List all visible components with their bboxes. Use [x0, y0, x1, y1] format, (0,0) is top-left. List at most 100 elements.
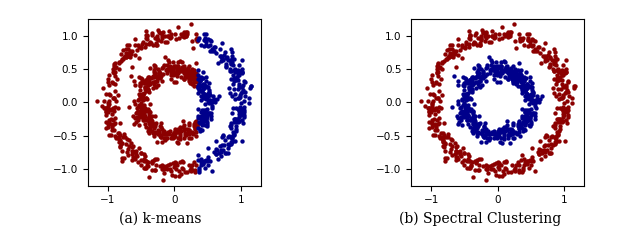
Point [427, 101, 437, 105]
Point [470, 161, 481, 165]
Point [510, 73, 520, 77]
Point [514, 128, 524, 131]
Point [214, 94, 224, 98]
Point [170, 174, 180, 178]
Point [513, 68, 523, 72]
Point [243, 101, 253, 104]
Point [237, 139, 247, 143]
Point [168, 60, 178, 64]
Point [562, 88, 572, 92]
Point [159, 132, 169, 136]
Point [100, 106, 110, 110]
Point [556, 96, 566, 99]
Point [239, 114, 249, 117]
Point [520, 121, 531, 125]
Point [447, 144, 458, 148]
Point [233, 107, 243, 111]
Point [440, 159, 451, 162]
Point [557, 112, 568, 115]
Point [431, 80, 441, 84]
Point [186, 22, 196, 26]
Point [550, 111, 561, 115]
Point [198, 119, 209, 123]
Point [231, 69, 241, 73]
Point [110, 105, 120, 109]
Point [125, 49, 136, 53]
Point [505, 141, 515, 144]
Point [127, 50, 138, 53]
Point [520, 89, 531, 93]
Point [161, 164, 171, 168]
Point [137, 107, 147, 111]
Point [492, 66, 502, 70]
Point [489, 67, 499, 71]
Point [237, 90, 248, 94]
Point [552, 134, 562, 137]
Point [143, 90, 154, 94]
Point [463, 85, 474, 89]
Point [473, 168, 483, 172]
Point [138, 79, 148, 83]
Point [119, 132, 129, 136]
Point [217, 135, 227, 139]
Point [118, 57, 128, 61]
Point [230, 97, 240, 101]
Point [554, 69, 564, 73]
Point [189, 124, 200, 128]
Point [522, 112, 532, 115]
Point [206, 111, 216, 115]
Point [176, 129, 186, 132]
Point [545, 62, 555, 66]
Point [467, 117, 477, 120]
Point [154, 134, 164, 138]
Point [534, 153, 544, 156]
Point [460, 45, 470, 49]
Point [554, 92, 564, 96]
Point [472, 43, 482, 46]
Point [526, 100, 536, 104]
Point [118, 156, 129, 160]
Point [448, 56, 458, 60]
Point [147, 161, 157, 165]
Point [195, 168, 205, 171]
Point [166, 35, 176, 39]
Point [522, 93, 532, 96]
Point [549, 69, 559, 73]
Point [127, 158, 137, 162]
Point [173, 64, 183, 68]
Point [116, 149, 127, 153]
Point [552, 76, 563, 79]
Point [102, 108, 113, 112]
Point [473, 80, 483, 84]
Point [181, 34, 191, 38]
Point [184, 77, 194, 81]
Point [495, 80, 505, 84]
Point [472, 82, 483, 86]
Point [104, 121, 114, 125]
Point [145, 127, 156, 131]
Point [531, 106, 541, 110]
Point [211, 51, 221, 55]
Point [202, 107, 212, 111]
Point [493, 131, 503, 134]
Point [522, 115, 532, 119]
Point [520, 89, 530, 92]
Point [222, 135, 232, 139]
Point [200, 36, 210, 40]
Point [106, 117, 116, 121]
Point [522, 119, 532, 123]
Point [459, 151, 469, 155]
Point [469, 118, 479, 122]
Point [148, 81, 158, 84]
Point [196, 44, 206, 47]
Point [136, 106, 147, 110]
Point [149, 82, 159, 86]
Point [207, 49, 217, 53]
Point [427, 73, 437, 77]
Point [440, 57, 451, 61]
Point [479, 39, 490, 43]
Point [453, 116, 463, 120]
Point [184, 163, 194, 167]
Point [214, 54, 225, 58]
Point [179, 64, 189, 68]
